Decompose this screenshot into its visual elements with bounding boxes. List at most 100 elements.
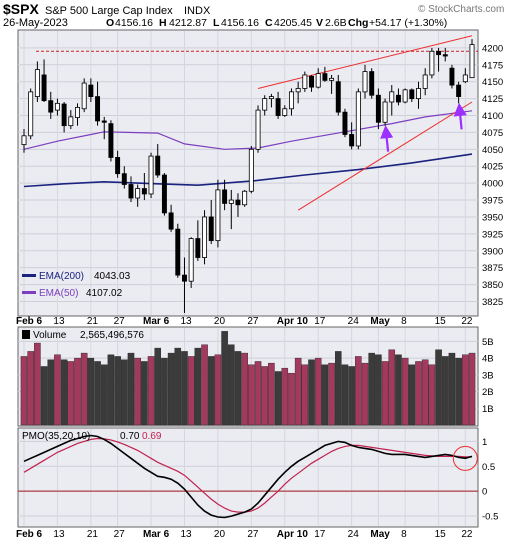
date-tick-label: 13 xyxy=(53,316,65,327)
volume-bar xyxy=(221,331,228,426)
volume-label: Volume xyxy=(33,330,67,341)
price-tick-label: 3925 xyxy=(482,229,503,240)
candle-body xyxy=(242,190,248,206)
candle-body xyxy=(182,274,187,282)
volume-bar xyxy=(415,361,422,426)
candle-body xyxy=(395,94,401,103)
date-tick-label: 27 xyxy=(114,316,126,327)
volume-bar xyxy=(435,349,442,426)
volume-bar xyxy=(241,352,248,426)
ema50-legend-value: 4107.02 xyxy=(86,288,123,299)
candle-body xyxy=(355,91,361,147)
volume-tick-label: 1B xyxy=(482,404,494,415)
candle-body xyxy=(329,77,335,81)
volume-bar xyxy=(194,347,202,426)
candle-body xyxy=(141,188,147,195)
price-tick-label: 4025 xyxy=(482,162,503,173)
pmo-date-tick-label: 17 xyxy=(314,529,326,540)
pmo-date-axis: Feb 6 13 21 27 Mar 6 13 20 27 Apr 10 17 24 May 8 15 22 xyxy=(16,529,473,540)
change-label: Chg xyxy=(348,17,368,29)
candle-body xyxy=(61,103,67,127)
volume-bar xyxy=(87,357,95,426)
candle-body xyxy=(115,157,121,175)
date-tick-label: 27 xyxy=(247,316,259,327)
pmo-date-tick-label: Apr 10 xyxy=(277,529,309,540)
candle-body xyxy=(101,120,107,123)
volume-bar xyxy=(47,359,55,426)
volume-bar xyxy=(114,356,121,426)
candle-body xyxy=(161,174,167,214)
volume-bar xyxy=(441,356,449,426)
high-label: H xyxy=(159,17,167,29)
volume-bar xyxy=(54,354,61,426)
price-gridlines xyxy=(18,31,478,315)
date-tick-label: Apr 10 xyxy=(277,316,309,327)
ohlc-readout: O 4156.16 H 4212.87 L 4156.16 C 4205.45 … xyxy=(106,17,447,29)
pmo-date-tick-label: Feb 6 xyxy=(16,529,43,540)
volume-bar xyxy=(355,356,362,426)
price-tick-label: 4000 xyxy=(482,179,503,190)
volume-bar xyxy=(308,359,315,426)
date-tick-label: 21 xyxy=(87,316,99,327)
price-tick-label: 3875 xyxy=(482,263,503,274)
volume-bar xyxy=(228,344,235,426)
volume-bar xyxy=(368,352,375,426)
symbol-label: $SPX xyxy=(3,1,39,17)
volume-bar xyxy=(234,351,242,426)
candle-body xyxy=(309,75,314,88)
candle-body xyxy=(54,102,60,111)
date-tick-label: May xyxy=(370,316,390,327)
price-tick-label: 4100 xyxy=(482,111,503,122)
date-tick-label: 15 xyxy=(435,316,447,327)
volume-bar xyxy=(448,352,456,426)
volume-bar xyxy=(20,356,28,426)
volume-bar xyxy=(274,371,282,426)
candlesticks xyxy=(21,39,475,313)
volume-tick-label: 4B xyxy=(482,354,494,365)
ema50-legend-swatch xyxy=(22,291,36,294)
candle-body xyxy=(382,101,388,123)
date-tick-label: 8 xyxy=(401,316,407,327)
volume-bar xyxy=(94,361,101,426)
candle-body xyxy=(429,50,435,76)
price-panel xyxy=(17,29,479,317)
pmo-date-tick-label: 13 xyxy=(180,529,192,540)
candle-body xyxy=(275,98,281,116)
price-tick-label: 4200 xyxy=(482,43,503,54)
pmo-date-tick-label: 13 xyxy=(53,529,65,540)
candle-body xyxy=(215,189,221,242)
exchange-label: INDX xyxy=(184,5,211,17)
volume-bar xyxy=(281,367,289,426)
close-label: C xyxy=(265,17,273,29)
candle-body xyxy=(268,96,274,100)
candle-body xyxy=(202,216,208,258)
candle-body xyxy=(335,81,341,113)
volume-bar xyxy=(187,356,195,426)
annotation-arrows xyxy=(380,102,467,152)
price-tick-label: 4125 xyxy=(482,94,503,105)
pmo-highlight-circle xyxy=(452,445,478,471)
candle-body xyxy=(48,100,54,113)
candle-body xyxy=(168,212,174,230)
price-tick-label: 4050 xyxy=(482,145,503,156)
pmo-date-tick-label: 8 xyxy=(401,529,407,540)
volume-bar xyxy=(388,349,396,426)
candle-body xyxy=(255,109,261,150)
candle-body xyxy=(148,155,154,195)
volume-bar xyxy=(134,357,141,426)
volume-bar xyxy=(34,342,41,426)
volume-legend-swatch xyxy=(22,330,30,339)
pmo-date-tick-label: 15 xyxy=(435,529,447,540)
volume-bar xyxy=(395,354,402,426)
candle-body xyxy=(389,91,395,103)
candle-body xyxy=(28,91,34,137)
candle-body xyxy=(75,107,80,118)
volume-bar xyxy=(428,364,436,426)
candle-body xyxy=(128,184,134,199)
pmo-tick-label: 0 xyxy=(482,487,487,498)
candle-body xyxy=(449,67,455,86)
candle-body xyxy=(288,91,294,110)
volume-bar xyxy=(381,361,389,426)
